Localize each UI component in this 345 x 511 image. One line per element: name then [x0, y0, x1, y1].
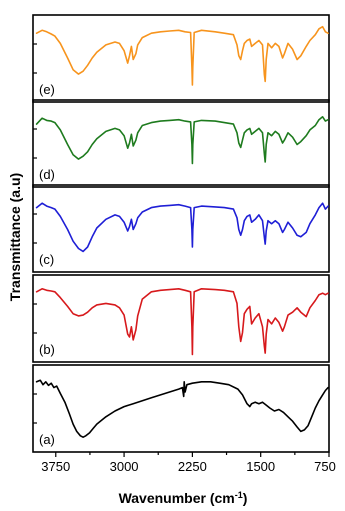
panel-d: (d)	[32, 99, 330, 188]
spectrum-line-b	[35, 287, 329, 356]
panel-label: (d)	[39, 167, 55, 182]
panel-c: (c)	[32, 184, 330, 273]
x-tick-label: 3750	[41, 459, 70, 474]
panel-label: (b)	[39, 342, 55, 357]
x-tick-label: 750	[314, 459, 336, 474]
spectrum-line-a	[35, 379, 329, 439]
panel-label: (c)	[39, 252, 54, 267]
x-axis-ticks: 3750 3000 2250 1500 750	[41, 452, 336, 474]
panel-frame	[32, 274, 330, 363]
x-axis-title-superscript: -1	[235, 490, 243, 500]
panel-e: (e)	[32, 14, 330, 103]
spectrum-panels: (e) (d) (c) (b) (a)	[32, 14, 330, 453]
x-axis-title-suffix: )	[243, 490, 248, 506]
panel-label: (e)	[39, 82, 55, 97]
panel-frame	[32, 364, 330, 453]
spectrum-line-e	[35, 25, 329, 86]
spectrum-line-d	[35, 116, 329, 165]
spectrum-line-c	[35, 202, 329, 253]
x-axis-title: Wavenumber (cm-1)	[119, 490, 248, 506]
panel-a: (a)	[32, 364, 330, 453]
panel-b: (b)	[32, 274, 330, 363]
x-tick-label: 3000	[110, 459, 139, 474]
panel-frame	[32, 14, 330, 103]
x-axis-title-main: Wavenumber (cm	[119, 490, 235, 506]
y-axis-title: Transmittance (a.u)	[7, 173, 23, 301]
x-tick-label: 2250	[178, 459, 207, 474]
x-tick-label: 1500	[246, 459, 275, 474]
panel-label: (a)	[39, 432, 55, 447]
panel-frame	[32, 184, 330, 273]
panel-frame	[32, 99, 330, 188]
